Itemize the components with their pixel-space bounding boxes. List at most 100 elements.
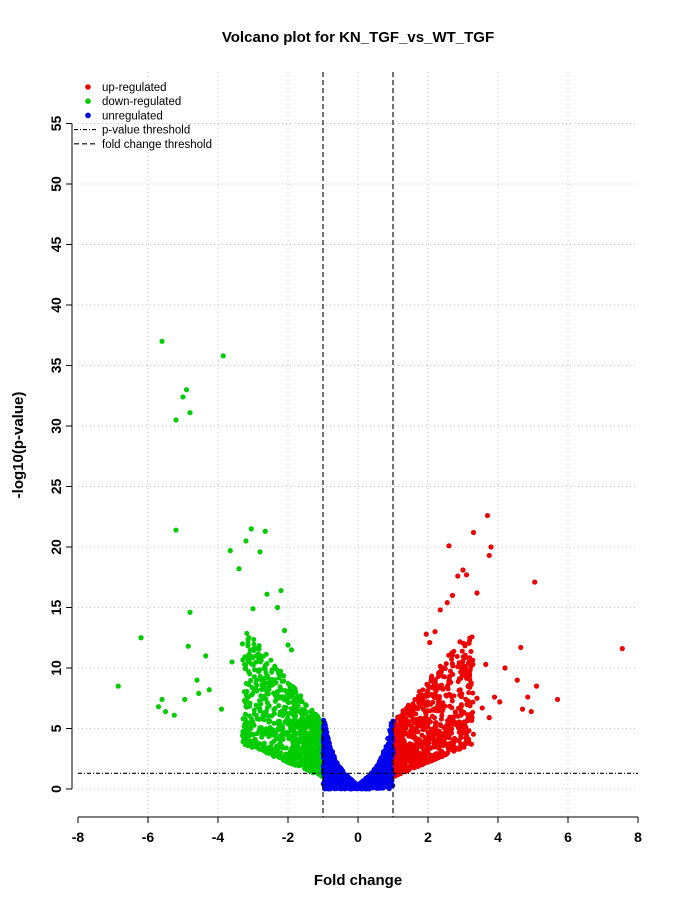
data-point xyxy=(463,572,470,578)
cluster-point xyxy=(316,758,322,764)
cluster-point xyxy=(433,744,438,749)
cluster-point xyxy=(306,731,312,737)
cluster-point xyxy=(451,714,457,720)
cluster-point xyxy=(458,669,464,675)
cluster-point xyxy=(253,686,259,692)
cluster-point xyxy=(416,700,422,706)
cluster-point xyxy=(257,659,263,665)
cluster-point xyxy=(394,731,400,737)
data-point xyxy=(239,641,246,647)
data-point xyxy=(502,665,508,671)
cluster-point xyxy=(470,690,476,696)
cluster-point xyxy=(449,698,455,704)
y-tick-label: 25 xyxy=(48,479,64,495)
cluster-point xyxy=(248,677,254,683)
cluster-point xyxy=(245,638,251,644)
cluster-point xyxy=(292,745,298,751)
data-point xyxy=(484,512,491,519)
cluster-point xyxy=(315,749,321,755)
cluster-point xyxy=(470,731,476,737)
cluster-point xyxy=(436,728,442,734)
cluster-point xyxy=(466,728,472,734)
y-axis-title: -log10(p-value) xyxy=(10,392,27,499)
cluster-point xyxy=(396,760,402,766)
cluster-point xyxy=(469,741,474,747)
cluster-point xyxy=(272,677,278,683)
cluster-point xyxy=(458,702,464,708)
cluster-point xyxy=(254,677,260,683)
cluster-point xyxy=(276,703,282,709)
cluster-point xyxy=(334,760,340,766)
cluster-point xyxy=(433,724,439,730)
cluster-point xyxy=(262,687,268,693)
data-point xyxy=(488,544,494,550)
cluster-point xyxy=(383,754,388,760)
legend-label: up-regulated xyxy=(102,82,167,94)
cluster-point xyxy=(295,708,301,714)
cluster-point xyxy=(240,729,246,734)
cluster-point xyxy=(323,775,329,781)
cluster-point xyxy=(245,734,251,740)
cluster-point xyxy=(430,684,436,690)
cluster-point xyxy=(388,747,393,753)
cluster-point xyxy=(314,733,320,739)
cluster-point xyxy=(464,671,470,677)
cluster-point xyxy=(438,669,444,675)
cluster-point xyxy=(419,762,425,768)
data-point xyxy=(423,631,429,637)
data-point xyxy=(278,587,284,594)
cluster-point xyxy=(388,733,394,739)
cluster-point xyxy=(393,744,399,750)
cluster-point xyxy=(277,734,283,740)
cluster-point xyxy=(348,784,354,790)
cluster-point xyxy=(279,744,285,750)
x-tick-label: -6 xyxy=(142,829,155,845)
x-tick-label: -8 xyxy=(72,829,85,845)
cluster-point xyxy=(439,753,445,759)
x-tick-label: 2 xyxy=(424,829,432,845)
cluster-point xyxy=(442,730,448,735)
cluster-point xyxy=(399,747,405,753)
cluster-point xyxy=(277,740,283,746)
cluster-point xyxy=(275,727,281,733)
cluster-point xyxy=(266,687,272,692)
cluster-point xyxy=(412,704,418,710)
cluster-point xyxy=(293,697,299,703)
cluster-point xyxy=(385,762,391,768)
legend-label: down-regulated xyxy=(102,96,181,108)
cluster-point xyxy=(420,687,426,693)
cluster-point xyxy=(256,643,262,649)
data-point xyxy=(257,549,263,555)
cluster-point xyxy=(378,772,384,778)
cluster-point xyxy=(262,675,268,681)
data-point xyxy=(483,661,489,667)
cluster-point xyxy=(262,662,268,668)
cluster-point xyxy=(458,735,464,740)
cluster-point xyxy=(329,754,335,760)
data-point xyxy=(138,635,144,641)
data-point xyxy=(218,706,225,712)
cluster-point xyxy=(363,776,369,782)
y-tick-label: 50 xyxy=(48,176,64,192)
data-point xyxy=(248,526,254,532)
cluster-point xyxy=(456,705,461,711)
data-point xyxy=(159,696,165,703)
cluster-point xyxy=(463,665,468,671)
grid-lines xyxy=(78,72,638,817)
data-point xyxy=(227,548,233,554)
cluster-point xyxy=(309,750,315,756)
x-tick-label: 0 xyxy=(354,829,362,845)
cluster-point xyxy=(427,758,433,764)
cluster-point xyxy=(331,768,337,774)
cluster-point xyxy=(424,736,430,742)
cluster-point xyxy=(287,749,293,755)
cluster-point xyxy=(440,665,446,671)
cluster-point xyxy=(456,660,462,666)
cluster-point xyxy=(295,751,301,757)
cluster-point xyxy=(321,717,327,723)
cluster-point xyxy=(279,679,285,684)
cluster-point xyxy=(303,749,309,755)
data-point xyxy=(554,696,561,703)
cluster-point xyxy=(263,651,269,657)
cluster-point xyxy=(440,743,446,749)
